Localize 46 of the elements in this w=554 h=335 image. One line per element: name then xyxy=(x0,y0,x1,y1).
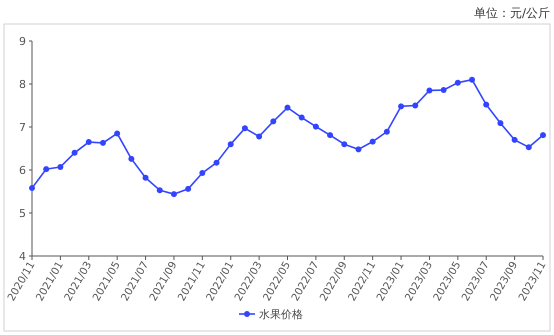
point xyxy=(341,141,348,148)
point xyxy=(412,102,418,108)
point xyxy=(526,144,532,150)
point xyxy=(185,186,192,192)
point xyxy=(228,141,234,148)
point xyxy=(284,104,290,111)
y-tick-label: 9 xyxy=(19,35,26,48)
point xyxy=(86,139,92,146)
point xyxy=(242,125,248,132)
point xyxy=(440,87,447,94)
point xyxy=(128,156,134,162)
y-tick-label: 4 xyxy=(19,250,26,263)
point xyxy=(454,80,461,86)
point xyxy=(29,185,35,192)
y-tick-label: 6 xyxy=(19,164,26,177)
point xyxy=(156,187,163,194)
point xyxy=(327,132,334,138)
point xyxy=(469,76,476,83)
y-axis-title: 单位：元/公斤 xyxy=(474,6,550,20)
point xyxy=(512,136,518,143)
point xyxy=(256,133,262,140)
point xyxy=(199,170,206,176)
point xyxy=(100,140,106,146)
y-tick-label: 5 xyxy=(19,207,26,220)
point xyxy=(170,191,177,198)
y-tick-label: 7 xyxy=(19,121,26,134)
point xyxy=(298,114,305,121)
point xyxy=(214,160,220,166)
point xyxy=(270,118,276,124)
legend: 水果价格 xyxy=(239,308,303,321)
point xyxy=(370,138,376,145)
point xyxy=(114,130,120,136)
point xyxy=(497,120,504,126)
point xyxy=(483,102,490,108)
point xyxy=(540,132,546,138)
y-tick-label: 8 xyxy=(19,78,26,91)
point xyxy=(72,150,78,156)
point xyxy=(384,128,390,135)
legend-label: 水果价格 xyxy=(259,308,303,321)
point xyxy=(43,166,50,172)
point xyxy=(426,87,432,94)
point xyxy=(398,103,404,110)
point xyxy=(142,174,149,181)
point xyxy=(57,164,64,170)
point xyxy=(312,124,319,130)
point xyxy=(355,146,362,152)
